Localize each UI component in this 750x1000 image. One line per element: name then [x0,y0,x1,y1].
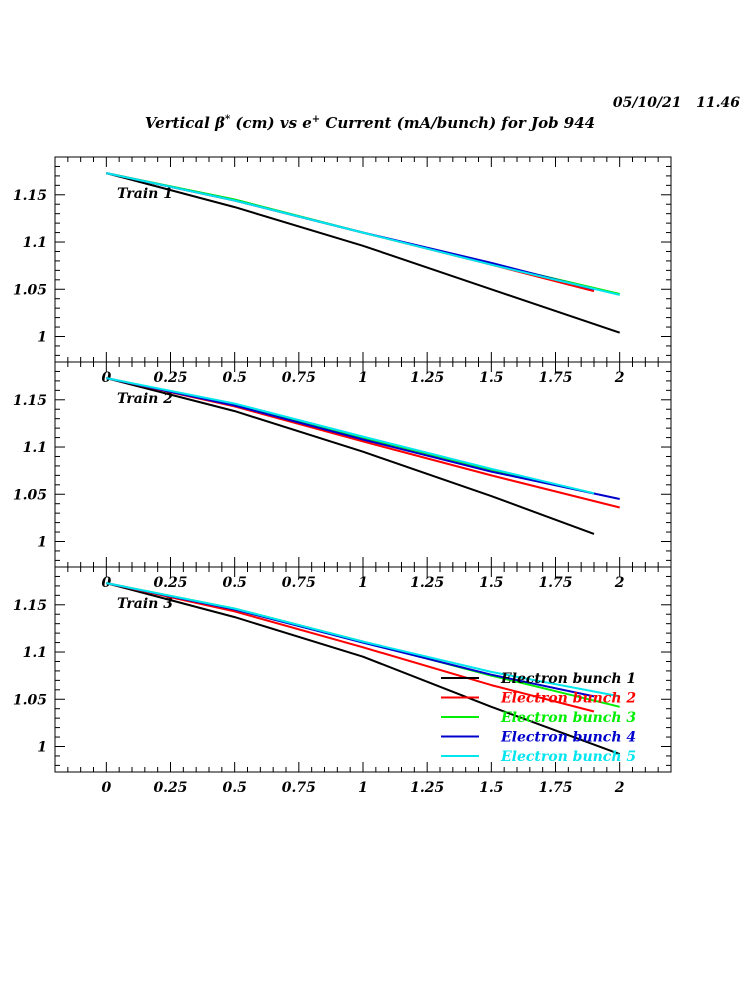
panel-3-series-line [106,582,595,713]
panel-2-ytick-label: 1 [37,534,47,550]
panel-3-series-line [106,582,620,698]
panel-3-xtick-label: 2 [614,780,625,796]
panel-1-series-line [106,172,595,293]
panel-2-ytick-label: 1.05 [13,487,47,503]
panel-3-series-line [106,582,620,708]
legend-label: Electron bunch 3 [500,710,636,726]
panel-2-xtick-label: 0.25 [153,575,187,591]
datestamp: 05/10/21 11.46 [612,95,740,111]
panel-3-xtick-label: 1.5 [479,780,503,796]
panel-2-xtick-label: 2 [614,575,625,591]
panel-1-xtick-label: 1.5 [479,370,503,386]
panel-2-xtick-label: 0.75 [282,575,316,591]
panel-1-xtick-label: 1.25 [410,370,444,386]
panel-3-xtick-label: 0 [101,780,111,796]
title-sup-plus: + [311,114,321,125]
panel-1-annotation: Train 1 [117,186,173,202]
panel-1-xtick-label: 1.75 [538,370,572,386]
panel-3-ytick-label: 1.15 [13,598,47,614]
panel-3-xtick-label: 0.75 [282,780,316,796]
panel-1-series-line [106,172,620,296]
title-prefix: Vertical β [144,114,225,132]
panel-1-xtick-label: 1 [358,370,368,386]
panel-3-ytick-label: 1.05 [13,692,47,708]
legend-label: Electron bunch 1 [500,671,636,687]
panel-1-ytick-label: 1.05 [13,282,47,298]
panel-2-xtick-label: 1.5 [479,575,503,591]
panel-1-ytick-label: 1 [37,329,47,345]
panel-3-xtick-label: 0.5 [222,780,246,796]
panel-1-ytick-label: 1.1 [23,235,47,251]
panel-1-series-line [106,172,621,334]
panel-3-xtick-label: 0.25 [153,780,187,796]
panel-2-series-line [106,377,595,535]
panel-3-annotation: Train 3 [117,596,173,612]
panel-2-ytick-label: 1.1 [23,440,47,456]
title-middle: (cm) vs e [230,114,312,132]
panel-2-series-line [106,377,595,495]
panel-2-xtick-label: 0.5 [222,575,246,591]
legend-label: Electron bunch 5 [500,749,636,765]
panel-1-xtick-label: 2 [614,370,625,386]
panel-1-ytick-label: 1.15 [13,188,47,204]
title-sup-star: * [224,114,231,125]
panel-3-ytick-label: 1.1 [23,645,47,661]
panel-3-xtick-label: 1.25 [410,780,444,796]
panel-2-ytick-label: 1.15 [13,393,47,409]
legend-label: Electron bunch 2 [500,691,636,707]
panel-2-series-line [106,377,620,500]
panel-3-xtick-label: 1.75 [538,780,572,796]
panel-1-xtick-label: 0.25 [153,370,187,386]
panel-2-annotation: Train 2 [117,391,173,407]
title-suffix: Current (mA/bunch) for Job 944 [320,114,596,132]
legend-label: Electron bunch 4 [500,730,636,746]
panel-2-xtick-label: 1 [358,575,368,591]
panel-3-series-line [106,582,621,756]
panel-2-xtick-label: 1.25 [410,575,444,591]
chart-title: Vertical β* (cm) vs e+ Current (mA/bunch… [60,114,680,132]
panel-3-ytick-label: 1 [37,739,47,755]
panel-1-xtick-label: 0.75 [282,370,316,386]
panel-3-xtick-label: 1 [358,780,368,796]
panel-1-xtick-label: 0.5 [222,370,246,386]
panel-2-xtick-label: 1.75 [538,575,572,591]
